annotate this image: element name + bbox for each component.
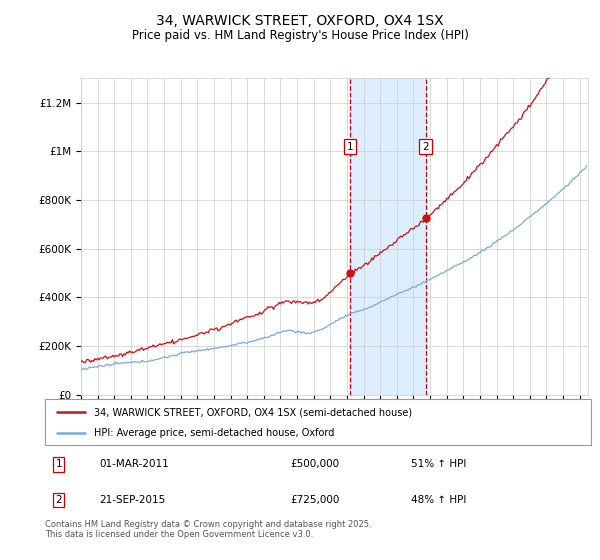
Text: HPI: Average price, semi-detached house, Oxford: HPI: Average price, semi-detached house,… (94, 428, 335, 438)
Text: Price paid vs. HM Land Registry's House Price Index (HPI): Price paid vs. HM Land Registry's House … (131, 29, 469, 42)
Text: 51% ↑ HPI: 51% ↑ HPI (411, 459, 466, 469)
Text: 1: 1 (55, 459, 62, 469)
Text: 48% ↑ HPI: 48% ↑ HPI (411, 495, 466, 505)
FancyBboxPatch shape (45, 399, 591, 445)
Text: 2: 2 (422, 142, 429, 152)
Text: 2: 2 (55, 495, 62, 505)
Text: 21-SEP-2015: 21-SEP-2015 (100, 495, 166, 505)
Text: 01-MAR-2011: 01-MAR-2011 (100, 459, 169, 469)
Text: £500,000: £500,000 (291, 459, 340, 469)
Text: 34, WARWICK STREET, OXFORD, OX4 1SX (semi-detached house): 34, WARWICK STREET, OXFORD, OX4 1SX (sem… (94, 407, 412, 417)
Text: £725,000: £725,000 (291, 495, 340, 505)
Bar (350, 78, 425, 395)
Text: Contains HM Land Registry data © Crown copyright and database right 2025.
This d: Contains HM Land Registry data © Crown c… (45, 520, 371, 539)
Text: 1: 1 (346, 142, 353, 152)
Text: 34, WARWICK STREET, OXFORD, OX4 1SX: 34, WARWICK STREET, OXFORD, OX4 1SX (156, 14, 444, 28)
